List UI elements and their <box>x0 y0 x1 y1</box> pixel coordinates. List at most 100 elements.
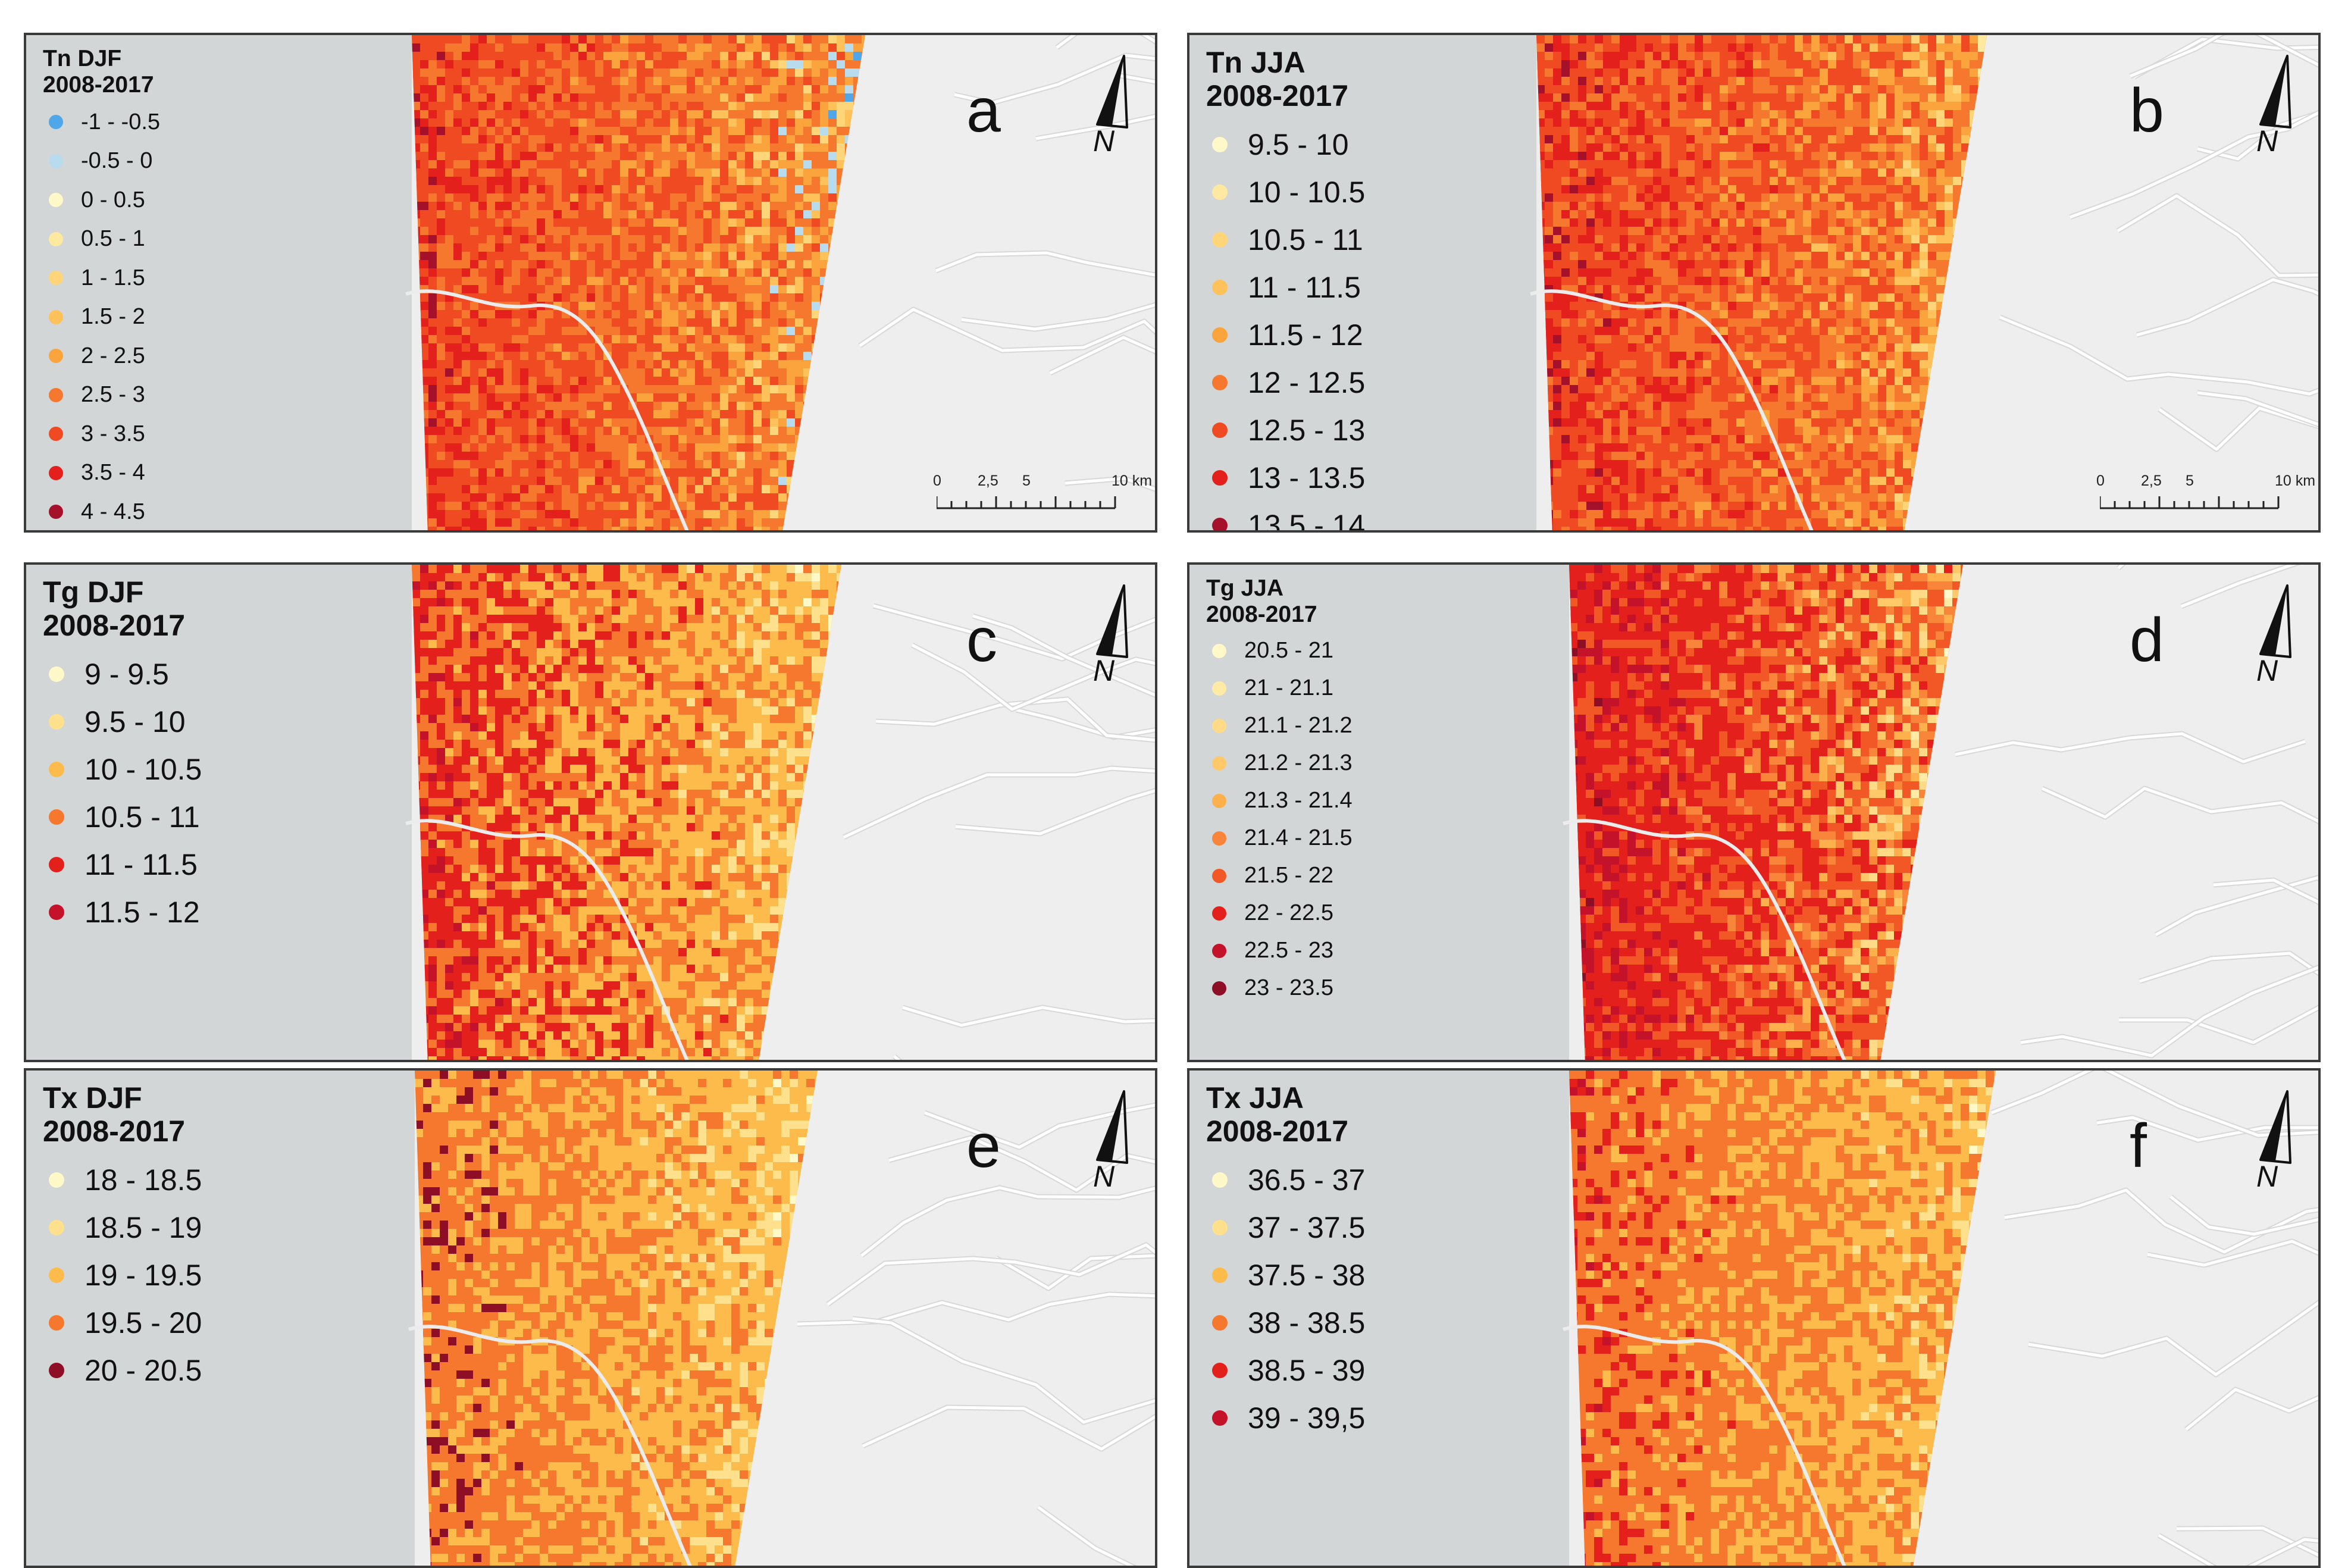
legend-swatch <box>1212 681 1226 696</box>
legend-swatch <box>49 1267 64 1283</box>
legend-label: 11.5 - 12 <box>1248 318 1363 352</box>
legend-label: 10 - 10.5 <box>1248 176 1366 209</box>
scale-bar: 0 2,5 5 10 km <box>2096 472 2315 514</box>
legend-label: 21.2 - 21.3 <box>1244 750 1353 776</box>
legend-swatch <box>49 762 64 777</box>
legend-title: Tn JJA <box>1206 46 1306 79</box>
legend-period: 2008-2017 <box>43 609 186 642</box>
legend-label: 22.5 - 23 <box>1244 938 1333 963</box>
legend-swatch <box>1212 1363 1228 1378</box>
temperature-raster <box>1536 35 1987 530</box>
ocean-area <box>26 565 412 1060</box>
legend-label: 10.5 - 11 <box>84 800 200 834</box>
legend: Tn JJA 2008-2017 9.5 - 10 10 - 10.5 10.5 - 1… <box>1206 46 1366 530</box>
ocean-area <box>26 35 412 530</box>
legend-item: 22 - 22.5 <box>1206 894 1353 932</box>
legend-label: -0.5 - 0 <box>81 148 153 174</box>
river-estuary <box>1563 1325 1846 1566</box>
north-arrow-icon: N <box>2256 55 2291 154</box>
legend: Tg JJA 2008-2017 20.5 - 21 21 - 21.1 21.1 - … <box>1206 575 1353 1007</box>
scale-tick-label: 0 <box>933 472 941 489</box>
legend-swatch <box>1212 793 1226 808</box>
river-estuary <box>408 1325 692 1566</box>
legend-item: 10.5 - 11 <box>1206 216 1365 264</box>
legend-label: 10.5 - 11 <box>1248 223 1363 256</box>
legend-swatch <box>49 505 63 519</box>
river-estuary <box>405 289 689 530</box>
legend-swatch <box>49 154 63 168</box>
legend-item: 9.5 - 10 <box>1206 121 1365 168</box>
legend-label: 36.5 - 37 <box>1248 1163 1366 1197</box>
temperature-raster <box>412 565 841 1060</box>
road-network <box>1955 565 2318 1059</box>
legend-label: 20 - 20.5 <box>84 1354 202 1387</box>
legend-label: 37.5 - 38 <box>1248 1259 1366 1292</box>
legend-swatch <box>1212 643 1226 658</box>
temperature-raster <box>415 1071 818 1566</box>
legend-swatch <box>49 1363 64 1378</box>
legend-swatch <box>1212 906 1226 921</box>
legend-label: 0.5 - 1 <box>81 226 145 252</box>
scale-tick-label: 5 <box>2186 472 2194 489</box>
legend-swatch <box>1212 422 1228 438</box>
legend-label: 9.5 - 10 <box>1248 128 1349 161</box>
panel-letter: c <box>966 606 997 675</box>
legend-label: -1 - -0.5 <box>81 109 161 134</box>
scale-tick-label: 5 <box>1022 472 1031 489</box>
map-panel-a: Tn DJF 2008-2017 -1 - -0.5 -0.5 - 0 0 - 0.5 0… <box>24 33 1157 533</box>
map-panel-b: Tn JJA 2008-2017 9.5 - 10 10 - 10.5 10.5 - 1… <box>1187 33 2321 533</box>
legend-swatch <box>1212 232 1228 248</box>
legend-item: 11.5 - 12 <box>43 888 202 936</box>
legend-label: 3.5 - 4 <box>81 460 145 486</box>
legend-item: 9.5 - 10 <box>43 698 202 746</box>
legend-label: 38 - 38.5 <box>1248 1306 1366 1339</box>
legend-swatch <box>1212 718 1226 733</box>
legend-label: 3 - 3.5 <box>81 421 145 446</box>
north-label: N <box>2256 654 2278 684</box>
scale-tick-label: 2,5 <box>978 472 998 489</box>
legend-title: Tg DJF <box>43 575 144 609</box>
legend-item: -1 - -0.5 <box>43 102 160 142</box>
scale-tick-label: 2,5 <box>2141 472 2162 489</box>
legend-swatch <box>49 666 64 682</box>
legend-item: 10.5 - 11 <box>43 793 202 841</box>
legend-swatch <box>1212 831 1226 846</box>
legend-item: 23 - 23.5 <box>1206 969 1353 1007</box>
legend-label: 39 - 39,5 <box>1248 1401 1366 1435</box>
legend-item: 10 - 10.5 <box>1206 168 1365 216</box>
legend-label: 12.5 - 13 <box>1248 414 1366 447</box>
legend-item: 20 - 20.5 <box>43 1347 202 1394</box>
scale-bar-line <box>2100 496 2280 509</box>
legend-item: 21.2 - 21.3 <box>1206 744 1353 782</box>
legend-label: 21 - 21.1 <box>1244 675 1333 701</box>
legend: Tg DJF 2008-2017 9 - 9.5 9.5 - 10 10 - 10.5 1… <box>43 575 202 936</box>
legend-item: 1.5 - 2 <box>43 298 160 337</box>
legend-period: 2008-2017 <box>43 1115 186 1148</box>
legend-title: Tx DJF <box>43 1081 142 1115</box>
legend-swatch <box>49 905 64 920</box>
north-arrow-icon: N <box>2256 584 2291 684</box>
legend-swatch <box>1212 868 1226 883</box>
panel-letter: d <box>2130 606 2164 675</box>
legend-item: 19.5 - 20 <box>43 1299 202 1347</box>
temperature-raster <box>1569 1071 1996 1566</box>
legend-swatch <box>49 115 63 130</box>
legend-item: 10 - 10.5 <box>43 746 202 793</box>
legend-label: 19 - 19.5 <box>84 1259 202 1292</box>
legend-item: 38.5 - 39 <box>1206 1347 1365 1394</box>
legend-item: 18.5 - 19 <box>43 1204 202 1251</box>
legend-label: 38.5 - 39 <box>1248 1354 1366 1387</box>
legend-item: 11.5 - 12 <box>1206 311 1365 359</box>
legend-label: 21.4 - 21.5 <box>1244 825 1353 851</box>
scale-tick-label: 0 <box>2096 472 2105 489</box>
legend-item: 21.3 - 21.4 <box>1206 782 1353 819</box>
scale-tick-label: 10 km <box>1112 472 1153 489</box>
legend-item: 21 - 21.1 <box>1206 669 1353 707</box>
legend-swatch <box>1212 518 1228 530</box>
map-canvas <box>1189 1071 2318 1566</box>
legend-item: 38 - 38.5 <box>1206 1299 1365 1347</box>
legend-item: 0.5 - 1 <box>43 220 160 259</box>
legend-item: 20.5 - 21 <box>1206 632 1353 669</box>
legend-swatch <box>49 387 63 402</box>
temperature-raster <box>412 35 865 530</box>
